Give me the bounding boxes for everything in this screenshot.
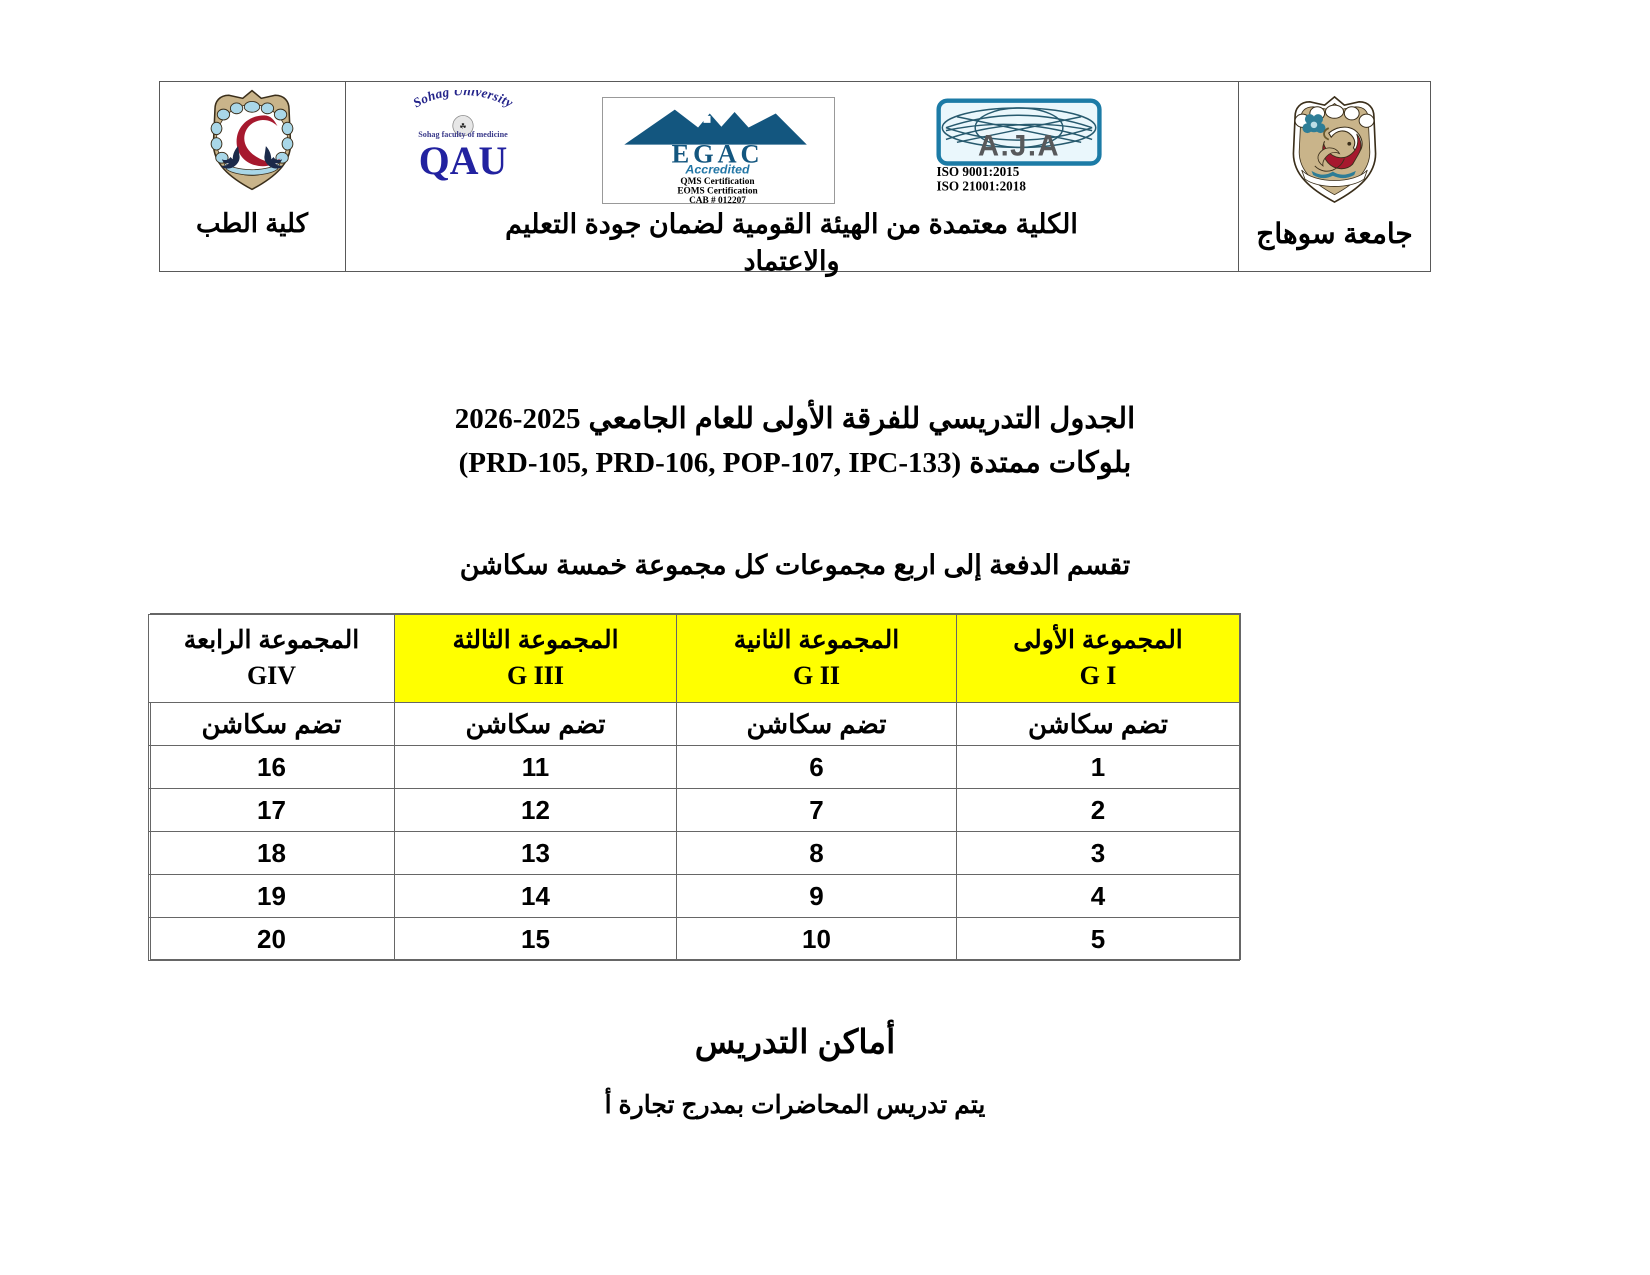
svg-text:Sohag University: Sohag University	[410, 90, 515, 110]
svg-text:Accredited: Accredited	[684, 162, 750, 176]
svg-text:☘: ☘	[459, 122, 466, 131]
svg-text:QAU: QAU	[419, 139, 507, 183]
svg-text:Sohag faculty of medicine: Sohag faculty of medicine	[418, 130, 508, 139]
svg-text:CAB # 012207: CAB # 012207	[689, 196, 746, 204]
svg-text:QMS Certification: QMS Certification	[680, 177, 755, 187]
svg-text:ISO 9001:2015: ISO 9001:2015	[936, 164, 1019, 179]
svg-text:A.J.A: A.J.A	[978, 130, 1060, 162]
svg-text:EOMS Certification: EOMS Certification	[677, 187, 758, 197]
svg-text:ISO 21001:2018: ISO 21001:2018	[936, 179, 1026, 194]
